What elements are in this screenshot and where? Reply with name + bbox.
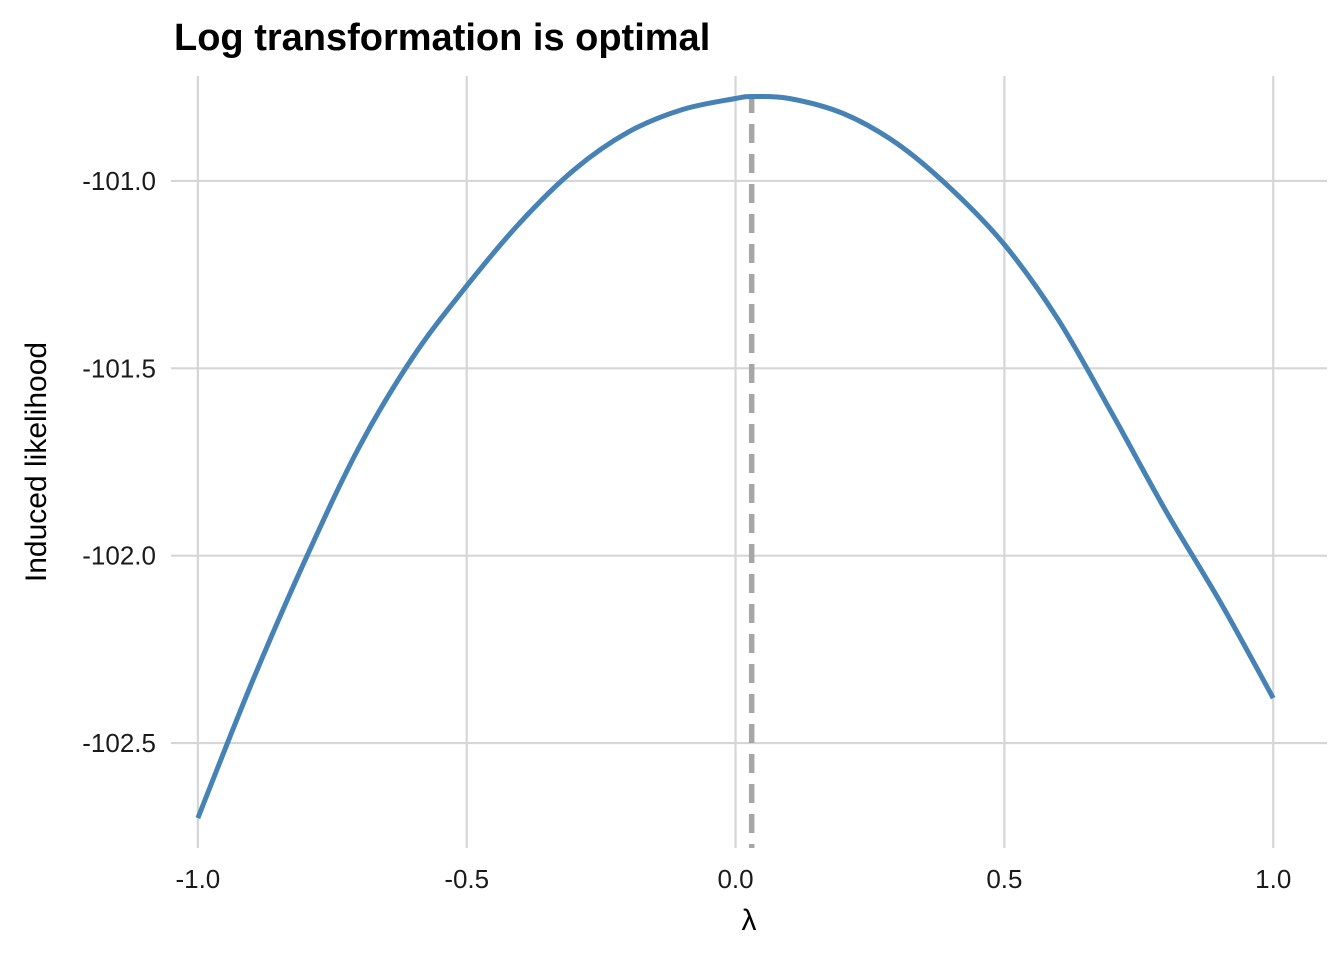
- x-axis-label: λ: [742, 904, 757, 937]
- x-tick-label: 0.0: [717, 864, 753, 894]
- y-tick-label: -101.0: [82, 166, 156, 196]
- y-tick-label: -102.5: [82, 728, 156, 758]
- likelihood-curve: [195, 93, 1276, 819]
- x-axis-ticks: -1.0 -0.5 0.0 0.5 1.0: [175, 864, 1291, 894]
- y-axis-ticks: -101.0 -101.5 -102.0 -102.5: [82, 166, 156, 758]
- y-tick-label: -102.0: [82, 541, 156, 571]
- x-tick-label: 0.5: [986, 864, 1022, 894]
- x-tick-label: -1.0: [175, 864, 220, 894]
- chart-title: Log transformation is optimal: [174, 17, 710, 59]
- y-axis-label: Induced likelihood: [20, 342, 53, 582]
- x-tick-label: 1.0: [1255, 864, 1291, 894]
- series-layer: [195, 93, 1276, 819]
- x-tick-label: -0.5: [444, 864, 489, 894]
- y-tick-label: -101.5: [82, 353, 156, 383]
